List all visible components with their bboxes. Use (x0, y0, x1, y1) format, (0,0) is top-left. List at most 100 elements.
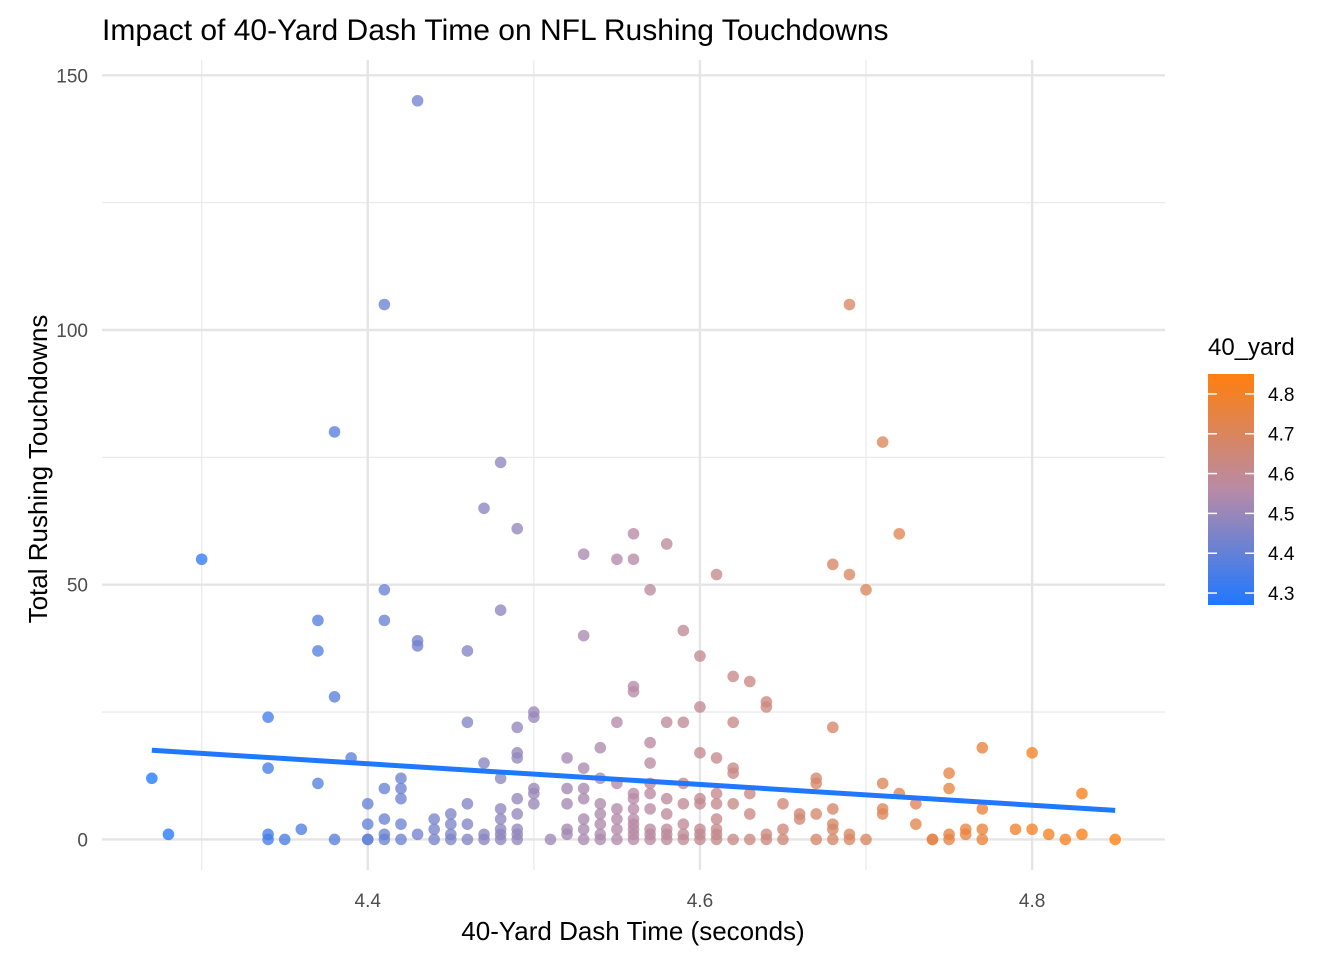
data-point (793, 813, 806, 825)
data-point (1026, 823, 1038, 836)
data-point (146, 772, 158, 785)
data-point (278, 833, 291, 846)
data-point (494, 813, 507, 825)
y-tick-label: 150 (56, 66, 88, 87)
data-point (827, 558, 839, 571)
data-points (146, 94, 1121, 846)
data-point (876, 436, 889, 448)
data-point (627, 527, 640, 540)
data-point (694, 797, 706, 810)
data-point (511, 522, 524, 535)
data-point (727, 767, 739, 780)
y-axis-title: Total Rushing Touchdowns (23, 315, 53, 624)
data-point (444, 833, 457, 846)
data-point (378, 813, 391, 825)
data-point (577, 813, 590, 825)
x-axis-title: 40-Yard Dash Time (seconds) (461, 916, 804, 946)
data-point (611, 833, 623, 846)
data-point (611, 716, 623, 729)
data-point (876, 777, 889, 790)
data-point (1026, 747, 1038, 759)
data-point (461, 797, 474, 810)
data-point (760, 833, 773, 846)
data-point (910, 797, 922, 810)
x-tick-label: 4.4 (355, 891, 382, 912)
data-point (295, 823, 308, 836)
data-point (328, 690, 341, 703)
data-point (411, 94, 424, 107)
data-point (395, 833, 407, 846)
data-point (743, 808, 756, 820)
data-point (577, 792, 590, 805)
data-point (478, 502, 490, 515)
data-point (444, 808, 457, 820)
data-point (743, 787, 756, 800)
data-point (577, 833, 590, 846)
data-point (660, 538, 673, 550)
data-point (810, 808, 823, 820)
x-tick-label: 4.8 (1019, 891, 1045, 912)
data-point (478, 757, 490, 769)
data-point (827, 833, 839, 846)
data-point (710, 568, 723, 581)
data-point (677, 818, 690, 830)
legend-tick-label: 4.3 (1268, 584, 1294, 605)
data-point (611, 803, 623, 815)
data-point (710, 797, 723, 810)
data-point (1076, 787, 1088, 800)
data-point (660, 808, 673, 820)
data-point (411, 640, 424, 652)
y-tick-label: 50 (67, 576, 88, 597)
data-point (660, 792, 673, 805)
data-point (827, 721, 839, 734)
data-point (627, 553, 640, 566)
data-point (743, 675, 756, 688)
data-point (312, 645, 324, 657)
data-point (594, 833, 607, 846)
data-point (976, 823, 989, 836)
data-point (710, 752, 723, 764)
legend-tick-label: 4.8 (1268, 385, 1294, 406)
data-point (478, 833, 490, 846)
data-point (959, 828, 972, 841)
data-point (428, 823, 440, 836)
legend-tick-label: 4.5 (1268, 504, 1294, 525)
data-point (976, 833, 989, 846)
data-point (461, 833, 474, 846)
data-point (528, 787, 540, 800)
data-point (843, 833, 856, 846)
chart-title: Impact of 40-Yard Dash Time on NFL Rushi… (102, 14, 889, 47)
color-legend: 40_yard 4.3 4.4 4.5 4.6 4.7 4.8 (1208, 334, 1295, 605)
data-point (1059, 833, 1072, 846)
data-point (328, 426, 341, 438)
data-point (577, 629, 590, 642)
data-point (395, 792, 407, 805)
data-point (727, 670, 739, 683)
data-point (893, 527, 906, 540)
data-point (976, 803, 989, 815)
data-point (378, 614, 391, 627)
data-point (677, 797, 690, 810)
data-point (428, 833, 440, 846)
data-point (428, 813, 440, 825)
data-point (860, 833, 872, 846)
data-point (577, 548, 590, 560)
data-point (378, 584, 391, 596)
data-point (627, 685, 640, 698)
data-point (727, 797, 739, 810)
data-point (461, 818, 474, 830)
data-point (511, 833, 524, 846)
data-point (561, 828, 573, 841)
data-point (943, 782, 955, 795)
data-point (494, 456, 507, 469)
data-point (727, 833, 739, 846)
data-point (1009, 823, 1022, 836)
data-point (611, 813, 623, 825)
data-point (627, 803, 640, 815)
data-point (760, 701, 773, 713)
legend-tick-label: 4.6 (1268, 465, 1294, 486)
data-point (694, 701, 706, 713)
data-point (710, 833, 723, 846)
data-point (644, 736, 656, 749)
